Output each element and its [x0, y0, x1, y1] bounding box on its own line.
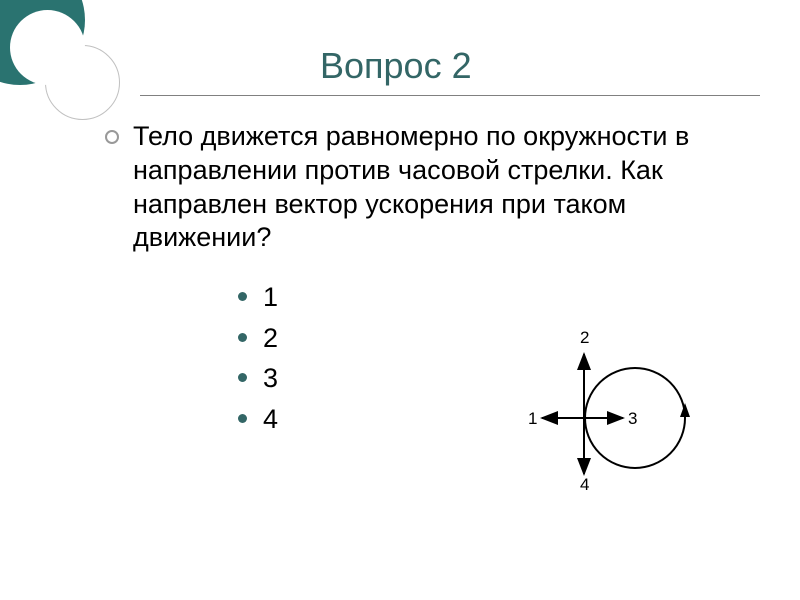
ring-bullet-icon [105, 130, 119, 144]
dot-bullet-icon [238, 333, 247, 342]
label-1: 1 [528, 409, 537, 428]
dot-bullet-icon [238, 373, 247, 382]
answer-label: 4 [263, 404, 278, 434]
answer-label: 3 [263, 363, 278, 393]
label-2: 2 [580, 330, 589, 347]
question-text: Тело движется равномерно по окружности в… [105, 120, 745, 255]
title-underline [140, 95, 760, 96]
slide-title: Вопрос 2 [320, 45, 472, 87]
motion-arrowhead-icon [680, 403, 690, 417]
answer-label: 1 [263, 282, 278, 312]
answer-option: 1 [238, 277, 745, 318]
corner-decoration [0, 0, 115, 115]
white-circle [10, 10, 85, 85]
label-3: 3 [628, 409, 637, 428]
question-body: Тело движется равномерно по окружности в… [133, 121, 689, 252]
answer-label: 2 [263, 323, 278, 353]
dot-bullet-icon [238, 414, 247, 423]
label-4: 4 [580, 475, 589, 494]
physics-diagram: 1 2 3 4 [520, 330, 710, 500]
dot-bullet-icon [238, 292, 247, 301]
